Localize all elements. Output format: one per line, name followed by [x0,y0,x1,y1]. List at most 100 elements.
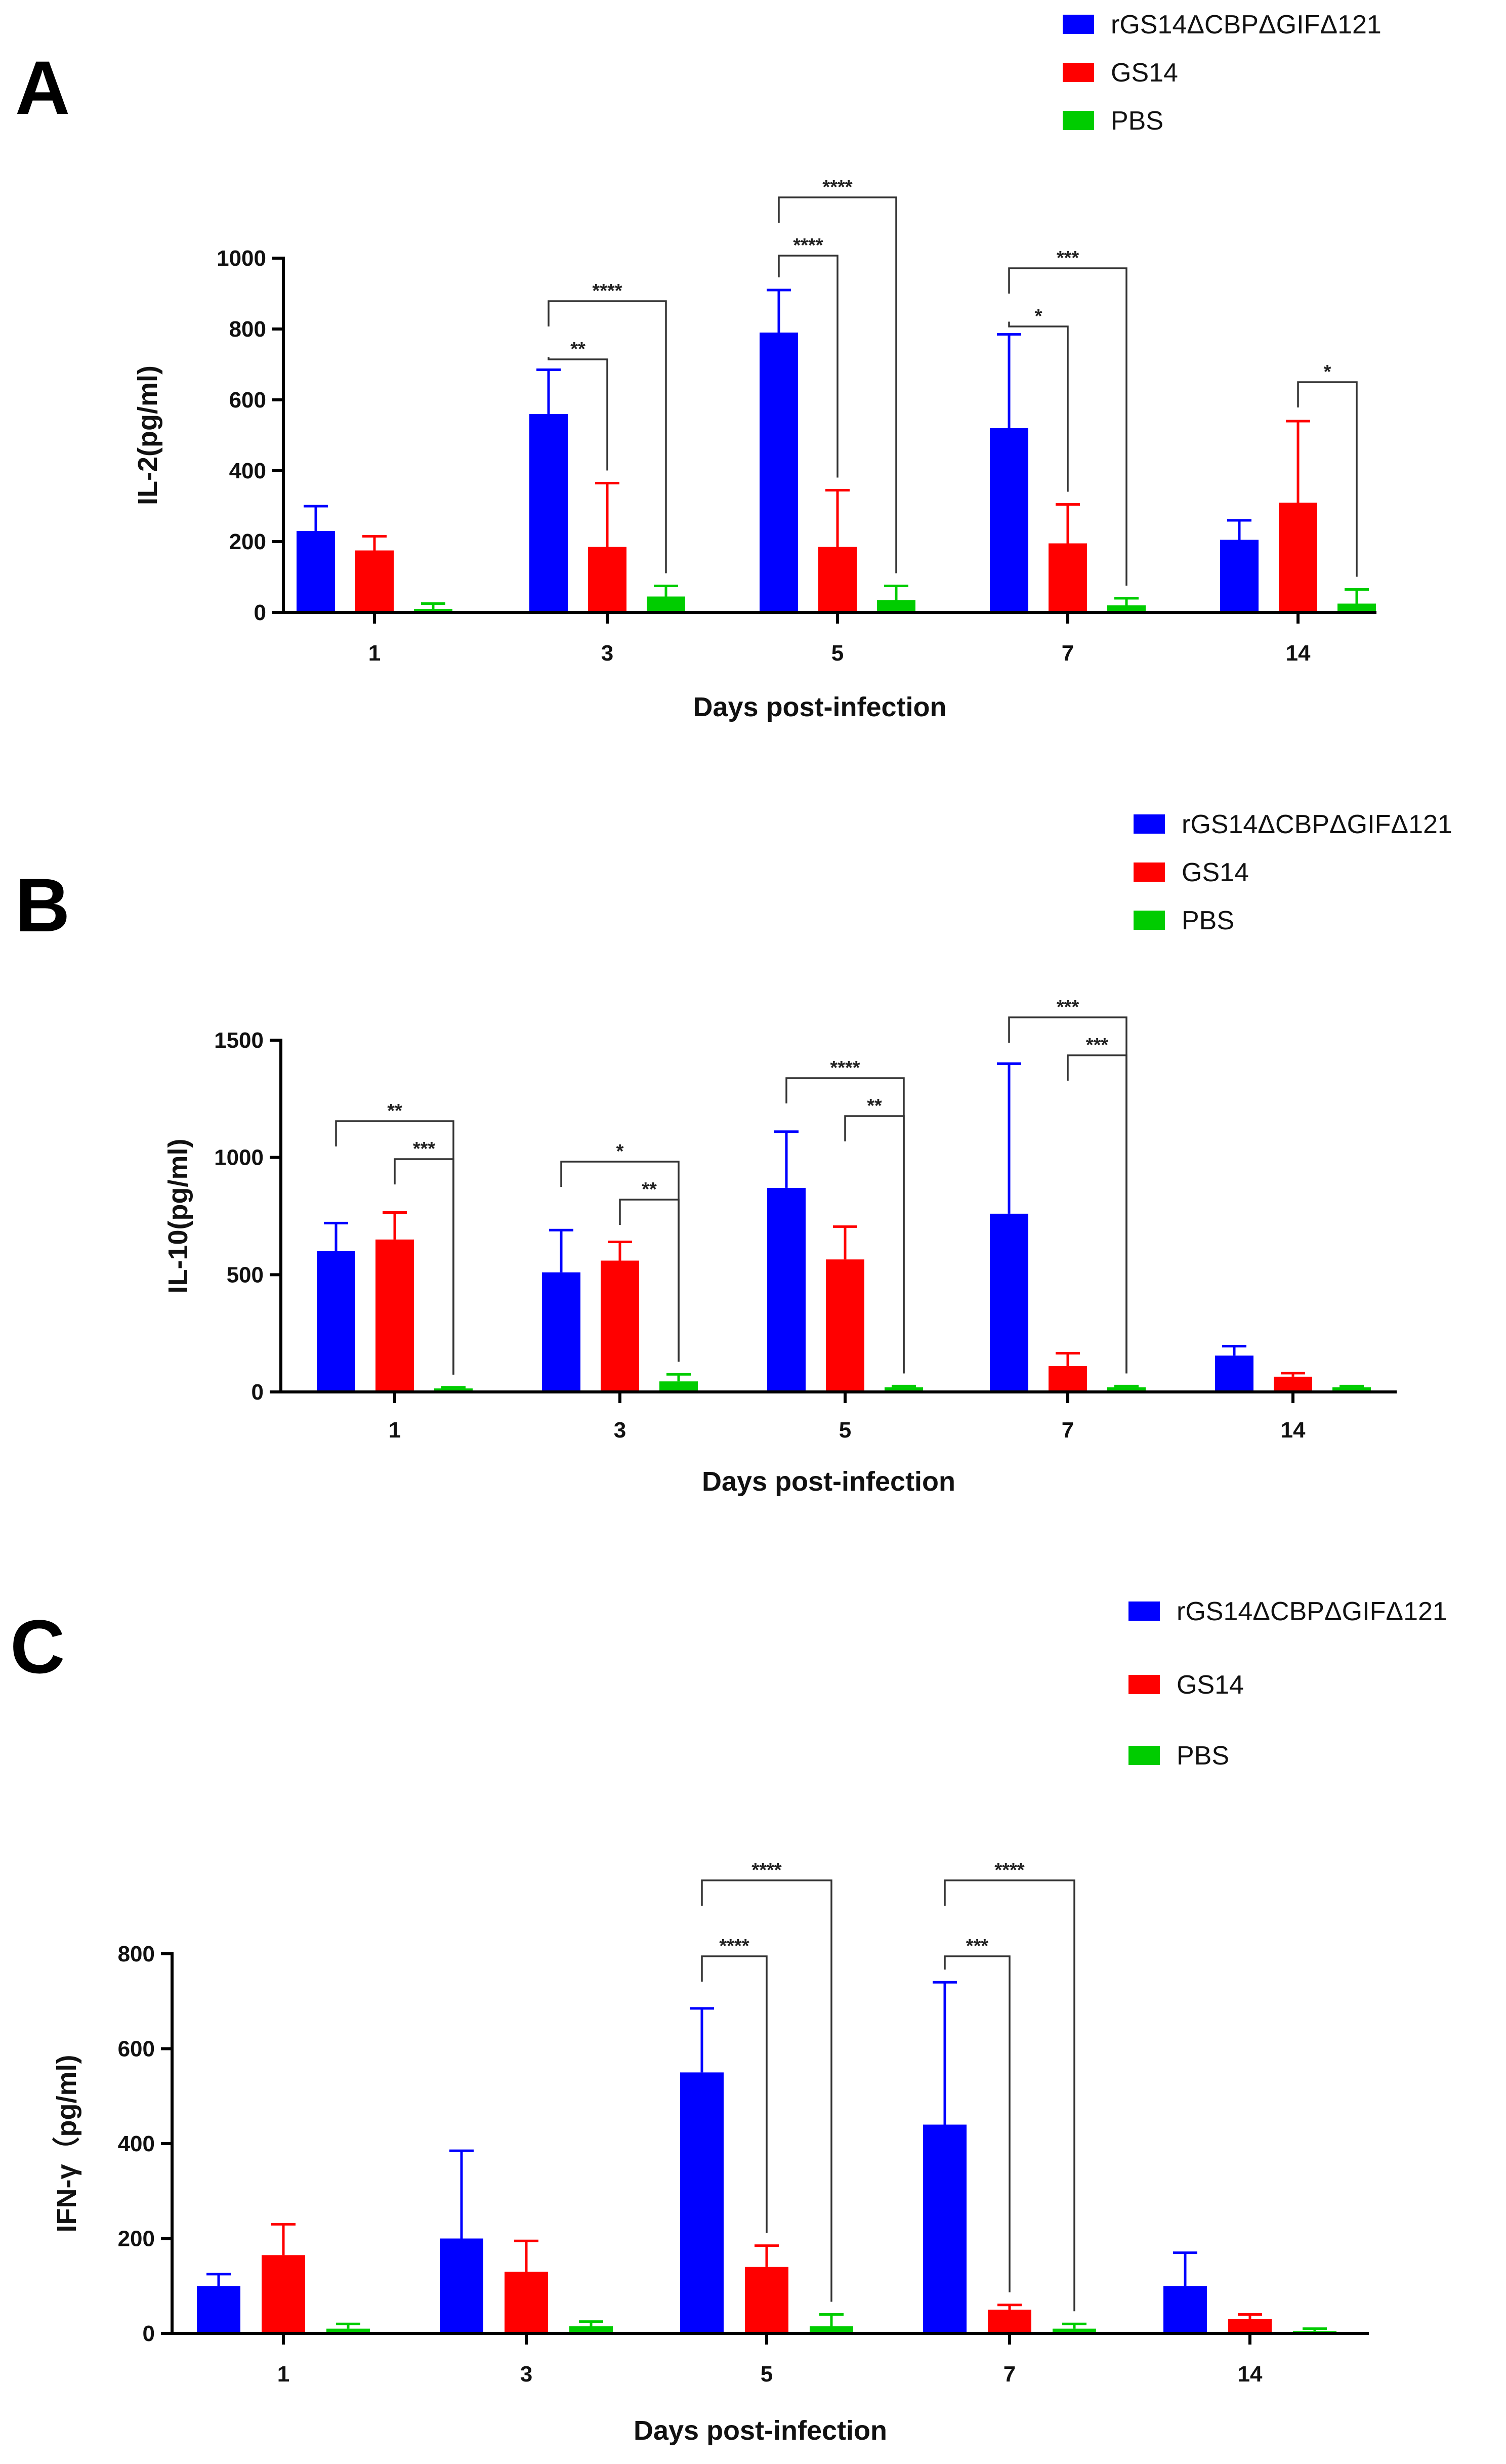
bar [680,2072,724,2333]
significance-bracket [1297,381,1358,577]
significance-label: *** [966,1936,989,1957]
bar [1220,540,1259,612]
bar [529,414,568,612]
legend-swatch [1134,814,1165,834]
significance-label: **** [719,1936,749,1957]
significance-label: ** [642,1179,657,1200]
y-tick-label: 800 [118,1942,155,1966]
bar [1332,1387,1371,1392]
y-tick-label: 200 [229,529,266,554]
y-tick-label: 1500 [214,1028,264,1053]
significance-bracket [1067,1054,1127,1374]
significance-label: ** [387,1100,402,1122]
bar [810,2326,853,2333]
x-tick-label: 7 [1062,641,1074,666]
bar [877,600,915,612]
y-tick-label: 400 [118,2131,155,2156]
bar [317,1251,355,1392]
significance-bracket [778,255,839,478]
y-tick-label: 0 [143,2321,155,2346]
y-tick-label: 1000 [217,246,266,271]
bar [569,2326,613,2333]
x-tick-label: 14 [1286,641,1311,666]
significance-label: **** [592,280,622,302]
legend-label: rGS14ΔCBPΔGIFΔ121 [1182,810,1452,839]
x-tick-label: 1 [389,1418,401,1443]
bar [355,550,394,612]
bar [990,428,1028,612]
x-tick-label: 14 [1238,2362,1263,2387]
legend-label: rGS14ΔCBPΔGIFΔ121 [1111,10,1382,39]
bar [1053,2328,1096,2333]
significance-label: ** [867,1095,882,1117]
x-tick-label: 1 [368,641,381,666]
x-tick-label: 3 [614,1418,626,1443]
bar [375,1239,414,1392]
panel-letter: C [10,1604,65,1689]
y-tick-label: 500 [227,1262,264,1287]
significance-bracket [944,1879,1075,2312]
legend-label: PBS [1177,1741,1229,1771]
significance-bracket [778,196,897,573]
legend-label: PBS [1111,106,1163,136]
y-tick-label: 800 [229,317,266,342]
significance-label: **** [751,1860,781,1881]
y-tick-label: 200 [118,2227,155,2251]
legend-swatch [1063,63,1094,82]
legend-label: GS14 [1111,58,1178,88]
bar [885,1387,923,1392]
bar [923,2124,967,2333]
significance-bracket [844,1115,905,1374]
significance-label: **** [793,235,823,256]
x-axis-title: Days post-infection [702,1466,955,1497]
x-tick-label: 5 [839,1418,851,1443]
panel-letter: B [15,863,70,948]
legend-swatch [1128,1601,1160,1621]
legend-label: rGS14ΔCBPΔGIFΔ121 [1177,1597,1447,1626]
bar [326,2328,370,2333]
bar [1163,2286,1207,2333]
bar [434,1388,473,1392]
legend-swatch [1134,863,1165,882]
significance-label: ** [570,339,585,360]
bar [647,596,685,612]
x-tick-label: 14 [1281,1418,1306,1443]
significance-label: * [1324,361,1331,383]
x-axis-title: Days post-infection [634,2415,887,2446]
bar [1107,1387,1146,1392]
significance-bracket [1008,321,1069,492]
bar [1279,503,1317,612]
y-axis-title: IFN-γ（pg/ml) [52,2055,82,2233]
bar [767,1187,806,1392]
x-tick-label: 7 [1003,2362,1016,2387]
legend-label: PBS [1182,906,1234,935]
bar [1274,1376,1312,1392]
bar [542,1272,580,1392]
x-tick-label: 3 [520,2362,532,2387]
legend-swatch [1134,911,1165,930]
bar [1049,1366,1087,1392]
bar [1337,603,1376,612]
bar [745,2267,788,2333]
bar [760,333,798,612]
significance-label: *** [413,1138,436,1160]
bar [818,547,857,612]
bar [1228,2319,1272,2333]
significance-bracket [619,1199,680,1362]
significance-bracket [548,357,608,471]
bar [659,1381,698,1392]
significance-label: * [616,1141,624,1162]
bar [440,2238,483,2333]
bar [262,2255,305,2333]
y-tick-label: 1000 [214,1145,264,1170]
significance-label: *** [1086,1035,1109,1056]
significance-bracket [944,1955,1011,2292]
x-tick-label: 5 [831,641,844,666]
bar [826,1259,864,1392]
x-axis-title: Days post-infection [693,692,946,722]
legend-swatch [1063,15,1094,34]
